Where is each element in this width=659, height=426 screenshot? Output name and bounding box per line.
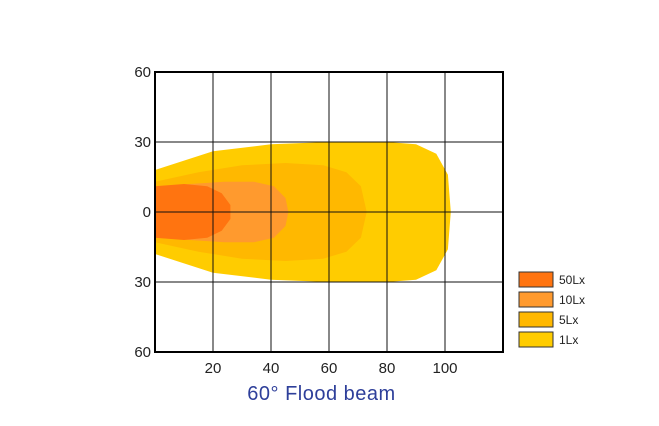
x-tick-label: 60 <box>321 360 338 377</box>
legend-label-10lx: 10Lx <box>559 293 585 307</box>
grid-lines <box>155 72 503 352</box>
legend-label-1lx: 1Lx <box>559 333 578 347</box>
legend-swatch-50lx <box>518 271 554 288</box>
tick-labels: 20 40 60 80 100 60 30 0 30 60 <box>134 64 457 377</box>
y-tick-label: 60 <box>134 344 151 361</box>
y-tick-label: 30 <box>134 274 151 291</box>
x-tick-label: 100 <box>432 360 457 377</box>
legend-swatch-5lx <box>518 311 554 328</box>
y-tick-label: 0 <box>143 204 151 221</box>
x-tick-label: 80 <box>379 360 396 377</box>
y-tick-label: 30 <box>134 134 151 151</box>
chart-title: 60° Flood beam <box>247 383 396 405</box>
x-tick-label: 20 <box>205 360 222 377</box>
x-tick-label: 40 <box>263 360 280 377</box>
legend: 50Lx 10Lx 5Lx 1Lx <box>518 271 585 348</box>
legend-swatch-1lx <box>518 331 554 348</box>
legend-label-5lx: 5Lx <box>559 313 578 327</box>
y-tick-label: 60 <box>134 64 151 81</box>
legend-label-50lx: 50Lx <box>559 273 585 287</box>
legend-swatch-10lx <box>518 291 554 308</box>
plot-frame <box>154 71 504 353</box>
